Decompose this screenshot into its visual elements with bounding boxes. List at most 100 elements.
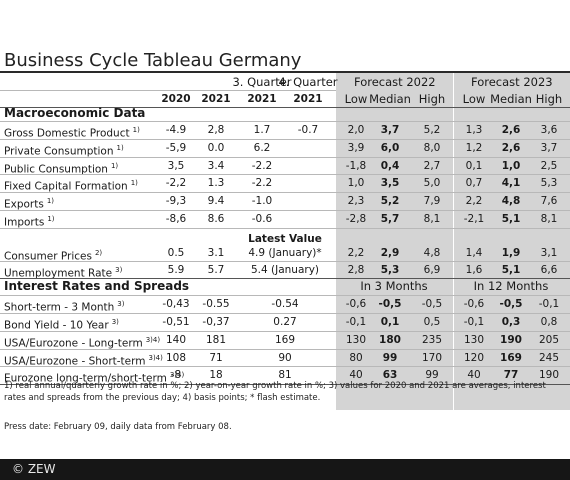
forecast-5: 7,6 — [540, 195, 558, 208]
value-2021: 181 — [205, 333, 227, 346]
row-label-text: Gross Domestic Product — [4, 127, 130, 140]
forecast-4: 2,6 — [501, 141, 521, 154]
row-label: Bond Yield - 10 Year 3) — [4, 314, 119, 332]
forecast-0: 2,0 — [347, 124, 365, 136]
forecast-4: 5,1 — [501, 263, 521, 276]
in-3-months: In 3 Months — [360, 279, 428, 294]
row-divider — [0, 227, 570, 229]
row-divider — [0, 330, 570, 332]
row-label: Imports 1) — [4, 211, 55, 229]
forecast-divider — [453, 73, 454, 410]
forecast-5: 3,7 — [540, 141, 558, 154]
row-label-text: USA/Eurozone - Short-term — [4, 355, 146, 368]
page-title: Business Cycle Tableau Germany — [4, 50, 302, 71]
forecast-0: 130 — [345, 333, 367, 346]
forecast-2: 8,1 — [423, 213, 441, 225]
value-2: -2.2 — [251, 177, 273, 190]
footer-bar: © ZEW — [0, 459, 570, 480]
header-col-3: 2021 — [293, 93, 323, 105]
title-rule — [0, 71, 570, 73]
forecast-2: 0,5 — [423, 316, 441, 328]
forecast-5: -0,1 — [538, 298, 560, 311]
latest-value: -0.54 — [271, 298, 299, 311]
header-stat-5: High — [535, 92, 563, 106]
forecast-3: 2,2 — [465, 195, 483, 208]
footnote-marker: 3) — [111, 318, 119, 326]
section-interest: Interest Rates and Spreads — [4, 279, 190, 294]
row-label-text: Eurozone long-term/short-term — [4, 372, 167, 385]
value-1: 1.3 — [207, 177, 225, 190]
footnote-marker: 2) — [94, 248, 103, 257]
row-divider — [0, 366, 570, 368]
in-12-months: In 12 Months — [473, 279, 549, 294]
footnote-marker: 1) — [47, 215, 55, 223]
value-1: 2,8 — [207, 124, 225, 136]
value-2021: 18 — [209, 369, 223, 382]
forecast-5: 3,1 — [540, 246, 558, 259]
latest-value: 90 — [278, 351, 292, 364]
forecast-3: 1,4 — [465, 246, 483, 259]
forecast-0: 40 — [349, 369, 363, 382]
value-2021: 3.1 — [207, 246, 225, 259]
value-2: -0.6 — [251, 213, 273, 225]
footnote-marker: 1) — [46, 197, 55, 206]
value-0: 3,5 — [167, 159, 185, 172]
header-stat-4: Median — [490, 92, 532, 106]
row-divider — [0, 121, 570, 122]
value-2: 1.7 — [253, 124, 271, 136]
forecast-0: -0,1 — [345, 316, 367, 328]
forecast-0: 2,2 — [347, 246, 365, 259]
row-label-text: USA/Eurozone - Long-term — [4, 337, 143, 350]
forecast-5: 8,1 — [540, 213, 558, 225]
section-macro: Macroeconomic Data — [4, 106, 146, 120]
value-3: -0.7 — [297, 124, 319, 136]
row-label: Exports 1) — [4, 193, 55, 211]
row-divider — [0, 156, 570, 158]
row-label: Short-term - 3 Month 3) — [4, 296, 124, 314]
forecast-2: 99 — [425, 369, 439, 382]
row-divider — [0, 107, 570, 108]
forecast-3: -2,1 — [463, 213, 485, 225]
forecast-2: 170 — [421, 351, 443, 364]
footnote-marker: 3)4) — [148, 353, 163, 362]
forecast-3: 40 — [467, 369, 481, 382]
forecast-3: 120 — [463, 351, 485, 364]
forecast-4: 1,0 — [501, 159, 521, 172]
forecast-2: 7,9 — [423, 195, 441, 208]
value-1: 9.4 — [207, 195, 225, 208]
forecast-2: 6,9 — [423, 263, 441, 276]
latest-value: 5.4 (January) — [250, 263, 320, 276]
row-divider — [0, 278, 570, 280]
header-q4: 4. Quarter — [278, 75, 338, 89]
value-2020: 140 — [165, 333, 187, 346]
forecast-4: 190 — [500, 333, 522, 346]
forecast-5: 0,8 — [540, 316, 558, 328]
value-2021: -0,37 — [202, 316, 230, 328]
forecast-0: 2,3 — [347, 195, 365, 208]
forecast-2: 4,8 — [423, 246, 441, 259]
forecast-0: 2,8 — [347, 263, 365, 276]
value-1: 0.0 — [207, 141, 225, 154]
row-label: Gross Domestic Product 1) — [4, 122, 140, 140]
value-2020: -0,51 — [162, 316, 190, 328]
row-label-text: Public Consumption — [4, 163, 108, 176]
forecast-4: 2,6 — [501, 124, 521, 136]
header-stat-0: Low — [344, 92, 368, 106]
value-2021: -0.55 — [202, 298, 230, 311]
footnote-marker: 1) — [116, 143, 124, 152]
forecast-1: -0,5 — [378, 298, 402, 311]
forecast-5: 3,6 — [540, 124, 558, 136]
forecast-1: 99 — [382, 351, 398, 364]
value-2020: -0,43 — [162, 298, 190, 311]
header-stat-2: High — [418, 92, 446, 106]
forecast-3: -0,1 — [463, 316, 485, 328]
header-q3: 3. Quarter — [232, 75, 292, 89]
forecast-5: 245 — [538, 351, 560, 364]
header-col-0: 2020 — [161, 93, 191, 105]
value-2020: 0.5 — [167, 246, 185, 259]
forecast-2: 8,0 — [423, 141, 441, 154]
forecast-3: -0,6 — [463, 298, 485, 311]
footnote-marker: 1) — [110, 161, 119, 170]
forecast-2: 5,2 — [423, 124, 441, 136]
row-label-text: Short-term - 3 Month — [4, 301, 115, 314]
